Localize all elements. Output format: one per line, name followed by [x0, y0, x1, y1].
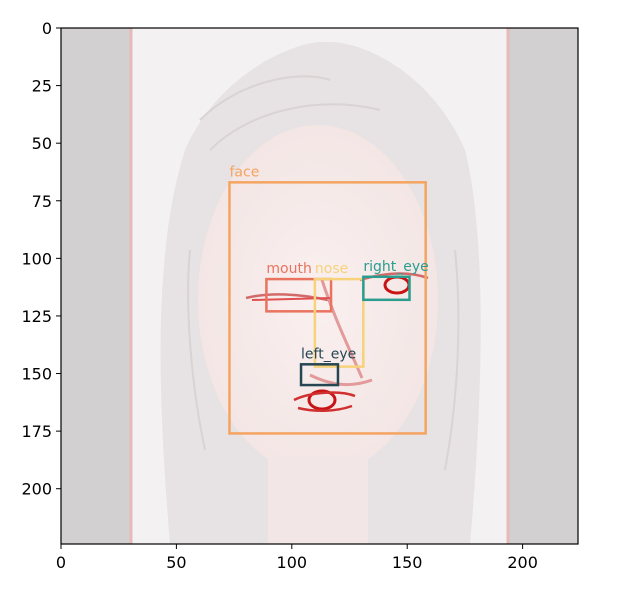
x-axis: 0 50 100 150 200: [56, 544, 538, 572]
annotations: face mouth nose right_eye left_eye: [228, 164, 429, 435]
bbox-face: [228, 181, 427, 435]
plot-frame: [60, 27, 579, 545]
x-tick-label: 200: [507, 553, 538, 572]
face-skin: [198, 125, 438, 475]
bbox-mouth: [265, 277, 333, 313]
bbox-label-face: face: [229, 164, 259, 180]
neck: [268, 455, 368, 544]
y-tick-label: 175: [21, 422, 52, 441]
photo: [61, 28, 578, 544]
y-tick-label: 50: [32, 134, 52, 153]
eye-mark-lower: [307, 389, 337, 411]
bbox-label-mouth: mouth: [266, 261, 311, 277]
y-tick-label: 75: [32, 192, 52, 211]
y-tick-label: 100: [21, 249, 52, 268]
right-gray-band: [508, 28, 578, 544]
x-tick-label: 0: [56, 553, 66, 572]
bbox-label-nose: nose: [315, 261, 348, 277]
x-tick-label: 150: [392, 553, 423, 572]
y-tick-label: 0: [42, 19, 52, 38]
bbox-right-eye: [362, 275, 411, 302]
lip-marks: [293, 391, 356, 412]
nose-marks: [309, 279, 373, 386]
mouth-streak: [251, 297, 331, 301]
bbox-left-eye: [299, 363, 340, 387]
y-tick-label: 200: [21, 480, 52, 499]
y-tick-label: 125: [21, 307, 52, 326]
x-tick-label: 100: [277, 553, 308, 572]
y-axis: 0 25 50 75 100 125 150 175 200: [21, 19, 61, 499]
bbox-label-right-eye: right_eye: [363, 259, 428, 275]
left-gray-band: [61, 28, 131, 544]
hair-strands: [187, 75, 460, 471]
x-tick-label: 50: [166, 553, 186, 572]
bbox-label-left-eye: left_eye: [301, 346, 356, 362]
y-tick-label: 150: [21, 365, 52, 384]
y-tick-label: 25: [32, 77, 52, 96]
